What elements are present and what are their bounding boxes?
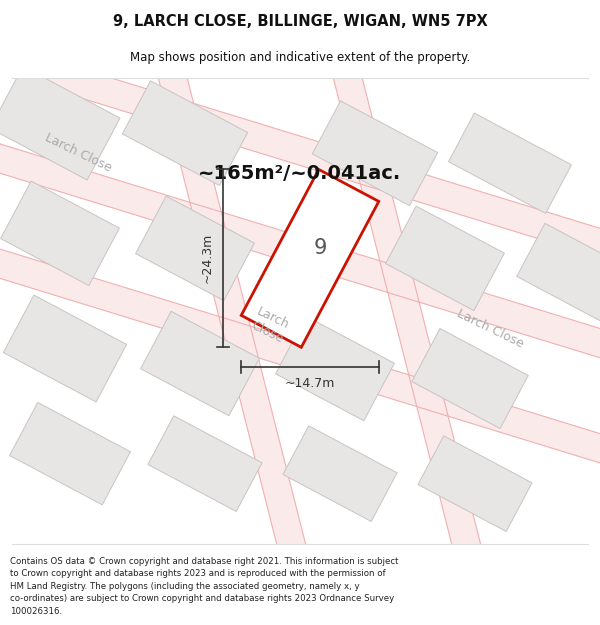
Text: Larch
Close: Larch Close [248, 305, 292, 346]
Text: Map shows position and indicative extent of the property.: Map shows position and indicative extent… [130, 51, 470, 64]
Polygon shape [140, 311, 259, 416]
Polygon shape [275, 316, 394, 421]
Polygon shape [1, 181, 119, 286]
Text: Larch Close: Larch Close [43, 131, 113, 175]
Polygon shape [316, 4, 488, 582]
Polygon shape [0, 29, 600, 272]
Polygon shape [4, 295, 127, 402]
Polygon shape [0, 130, 600, 372]
Polygon shape [136, 196, 254, 301]
Polygon shape [517, 223, 600, 323]
Polygon shape [122, 81, 248, 186]
Polygon shape [412, 329, 528, 429]
Polygon shape [10, 402, 130, 505]
Text: Contains OS data © Crown copyright and database right 2021. This information is : Contains OS data © Crown copyright and d… [10, 557, 398, 616]
Polygon shape [386, 206, 505, 311]
Polygon shape [0, 235, 600, 477]
Polygon shape [241, 169, 379, 348]
Polygon shape [313, 101, 437, 206]
Text: ~14.7m: ~14.7m [285, 377, 335, 390]
Polygon shape [418, 436, 532, 531]
Text: 9, LARCH CLOSE, BILLINGE, WIGAN, WN5 7PX: 9, LARCH CLOSE, BILLINGE, WIGAN, WN5 7PX [113, 14, 487, 29]
Polygon shape [449, 113, 571, 213]
Polygon shape [148, 416, 262, 511]
Text: Larch Close: Larch Close [455, 307, 526, 350]
Text: ~165m²/~0.041ac.: ~165m²/~0.041ac. [199, 164, 401, 182]
Polygon shape [142, 4, 314, 582]
Polygon shape [0, 66, 120, 180]
Text: ~24.3m: ~24.3m [201, 233, 214, 284]
Polygon shape [283, 426, 397, 521]
Text: 9: 9 [313, 238, 326, 258]
